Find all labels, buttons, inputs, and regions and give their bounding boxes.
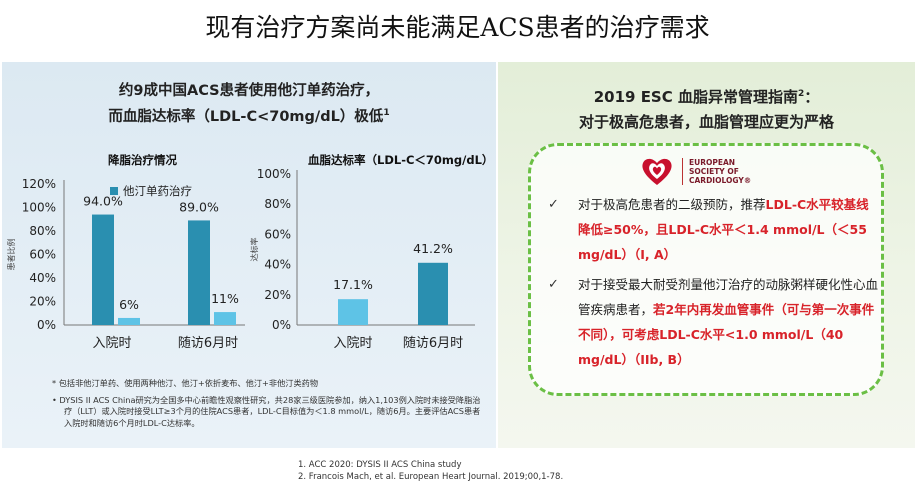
y-tick-label: 40% (264, 258, 291, 272)
chart2-title: 血脂达标率（LDL-C＜70mg/dL） (308, 153, 494, 167)
y-tick-label: 120% (22, 177, 56, 191)
chart1-title: 降脂治疗情况 (108, 153, 177, 167)
chart-statin-usage: 0% 20% 40% 60% 80% 100% 120% 患者比例 94.0% 6% 入院时 89.0… (6, 177, 245, 351)
reference-2: 2. Francois Mach, et al. European Heart … (298, 472, 564, 482)
y-tick-label: 40% (29, 271, 56, 285)
y-tick-label: 60% (264, 227, 291, 241)
footnote-1: * 包括非他汀单药、使用两种他汀、他汀+依折麦布、他汀+非他汀类药物 (52, 378, 319, 388)
chart1-legend: 他汀单药治疗 (110, 183, 192, 199)
right-headline: 2019 ESC 血脂异常管理指南2： 对于极高危患者，血脂管理应更为严格 (498, 82, 915, 135)
esc-heart-icon (642, 158, 672, 185)
bar (188, 220, 210, 325)
x-tick-label: 入院时 (333, 336, 372, 351)
bar (418, 262, 448, 325)
left-headline-line1: 约9成中国ACS患者使用他汀单药治疗， (118, 83, 380, 99)
y-axis-label: 达标率 (249, 238, 259, 262)
left-headline: 约9成中国ACS患者使用他汀单药治疗， 而血脂达标率（LDL-C<70mg/dL… (2, 80, 496, 128)
data-label: 11% (211, 291, 239, 306)
y-tick-label: 0% (272, 318, 291, 332)
data-label: 89.0% (179, 199, 219, 214)
esc-logo-text: EUROPEAN SOCIETY OF CARDIOLOGY® (682, 157, 751, 185)
data-label: 6% (119, 297, 139, 312)
slide-title: 现有治疗方案尚未能满足ACS患者的治疗需求 (205, 13, 710, 42)
y-axis-label: 患者比例 (6, 239, 16, 271)
right-headline-line1: 2019 ESC 血脂异常管理指南2： (593, 88, 820, 106)
right-headline-line2: 对于极高危患者，血脂管理应更为严格 (578, 113, 834, 131)
bar (214, 312, 236, 325)
check-icon: ✓ (548, 277, 559, 292)
y-tick-label: 80% (264, 197, 291, 211)
x-tick-label: 入院时 (92, 336, 131, 351)
y-tick-label: 80% (29, 224, 56, 238)
esc-logo: EUROPEAN SOCIETY OF CARDIOLOGY® (640, 155, 751, 187)
recommendation-box (528, 143, 884, 396)
footnotes: * 包括非他汀单药、使用两种他汀、他汀+依折麦布、他汀+非他汀类药物 • DYS… (52, 378, 482, 429)
reference-1: 1. ACC 2020: DYSIS II ACS China study (298, 460, 462, 470)
x-tick-label: 随访6月时 (403, 336, 463, 351)
y-tick-label: 0% (37, 318, 56, 332)
data-label: 41.2% (413, 241, 453, 256)
left-panel (2, 62, 496, 448)
bar (118, 317, 140, 325)
y-tick-label: 100% (257, 167, 291, 181)
legend-label: 他汀单药治疗 (123, 184, 192, 198)
left-headline-line2: 而血脂达标率（LDL-C<70mg/dL）极低1 (108, 108, 390, 125)
recommendation-1-text: 对于极高危患者的二级预防，推荐LDL-C水平较基线降低≥50%，且LDL-C水平… (578, 197, 869, 262)
data-label: 17.1% (333, 277, 373, 292)
y-tick-label: 20% (29, 295, 56, 309)
recommendation-2-text: 对于接受最大耐受剂量他汀治疗的动脉粥样硬化性心血管疾病患者，若2年内再发血管事件… (578, 277, 879, 367)
y-tick-label: 60% (29, 248, 56, 262)
y-tick-label: 100% (22, 201, 56, 215)
chart-ldl-attainment: 0% 20% 40% 60% 80% 100% 达标率 17.1% 入院时 41.2% 随访6月时 (249, 167, 475, 351)
x-tick-label: 随访6月时 (178, 336, 238, 351)
check-icon: ✓ (548, 197, 559, 212)
legend-swatch (110, 187, 118, 195)
data-label: 94.0% (83, 194, 123, 209)
bar (338, 299, 368, 325)
y-tick-label: 20% (264, 288, 291, 302)
references: 1. ACC 2020: DYSIS II ACS China study 2.… (298, 459, 563, 483)
bar (92, 214, 114, 325)
footnote-2: • DYSIS II ACS China研究为全国多中心前瞻性观察性研究，共28… (52, 394, 481, 428)
